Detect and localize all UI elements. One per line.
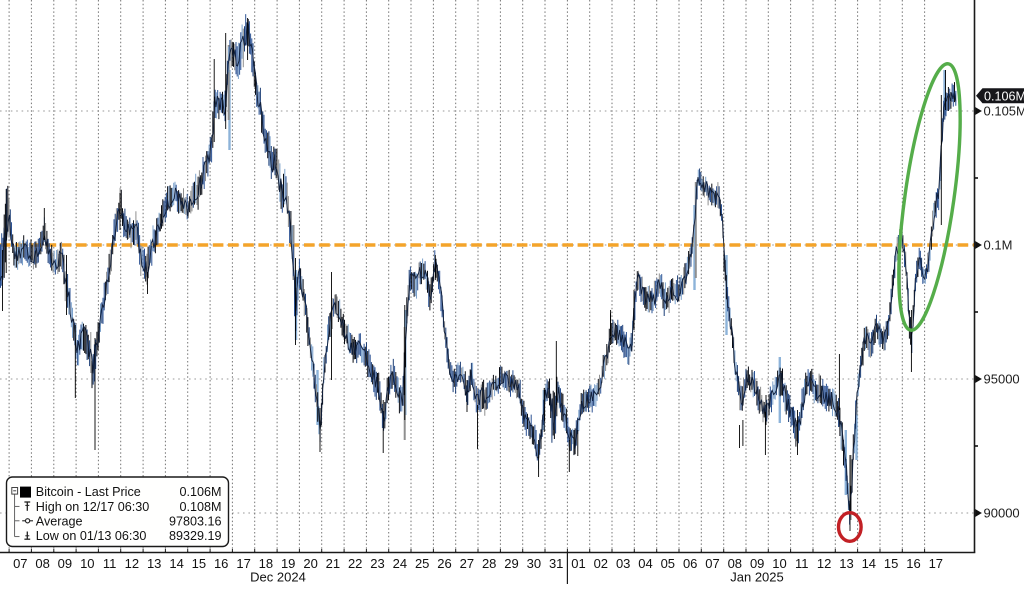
svg-text:Jan 2025: Jan 2025 xyxy=(730,570,784,585)
svg-text:15: 15 xyxy=(192,556,206,571)
svg-text:16: 16 xyxy=(906,556,920,571)
svg-text:0.1M: 0.1M xyxy=(984,238,1013,253)
svg-text:17: 17 xyxy=(236,556,250,571)
svg-text:97803.16: 97803.16 xyxy=(169,515,222,529)
svg-text:28: 28 xyxy=(482,556,496,571)
svg-text:10: 10 xyxy=(80,556,94,571)
svg-text:06: 06 xyxy=(683,556,697,571)
svg-text:13: 13 xyxy=(839,556,853,571)
svg-text:0.108M: 0.108M xyxy=(179,500,221,514)
svg-text:30: 30 xyxy=(527,556,541,571)
svg-text:03: 03 xyxy=(616,556,630,571)
svg-text:0.106M: 0.106M xyxy=(984,89,1024,103)
svg-text:High on 12/17 06:30: High on 12/17 06:30 xyxy=(36,500,149,514)
svg-text:11: 11 xyxy=(103,556,117,571)
svg-text:Average: Average xyxy=(36,515,83,529)
svg-text:31: 31 xyxy=(549,556,563,571)
svg-text:04: 04 xyxy=(638,556,652,571)
svg-text:0.105M: 0.105M xyxy=(984,104,1024,119)
svg-text:27: 27 xyxy=(460,556,474,571)
svg-text:15: 15 xyxy=(884,556,898,571)
svg-text:Low on 01/13 06:30: Low on 01/13 06:30 xyxy=(36,529,147,543)
svg-text:89329.19: 89329.19 xyxy=(169,529,222,543)
svg-text:13: 13 xyxy=(147,556,161,571)
svg-text:01: 01 xyxy=(571,556,585,571)
svg-text:17: 17 xyxy=(929,556,943,571)
svg-text:16: 16 xyxy=(214,556,228,571)
svg-text:11: 11 xyxy=(795,556,809,571)
svg-text:95000: 95000 xyxy=(984,372,1020,387)
svg-text:07: 07 xyxy=(705,556,719,571)
svg-text:21: 21 xyxy=(326,556,340,571)
svg-text:90000: 90000 xyxy=(984,506,1020,521)
svg-text:14: 14 xyxy=(862,556,876,571)
svg-text:08: 08 xyxy=(35,556,49,571)
svg-text:12: 12 xyxy=(817,556,831,571)
svg-text:02: 02 xyxy=(594,556,608,571)
svg-text:26: 26 xyxy=(437,556,451,571)
svg-text:07: 07 xyxy=(13,556,27,571)
svg-text:Dec 2024: Dec 2024 xyxy=(250,570,306,585)
svg-text:0.106M: 0.106M xyxy=(179,485,221,499)
svg-text:23: 23 xyxy=(370,556,384,571)
svg-text:25: 25 xyxy=(415,556,429,571)
svg-text:14: 14 xyxy=(169,556,183,571)
svg-text:24: 24 xyxy=(393,556,407,571)
svg-text:05: 05 xyxy=(661,556,675,571)
svg-text:Bitcoin - Last Price: Bitcoin - Last Price xyxy=(36,485,141,499)
svg-text:09: 09 xyxy=(58,556,72,571)
svg-text:29: 29 xyxy=(504,556,518,571)
svg-text:12: 12 xyxy=(125,556,139,571)
svg-text:22: 22 xyxy=(348,556,362,571)
